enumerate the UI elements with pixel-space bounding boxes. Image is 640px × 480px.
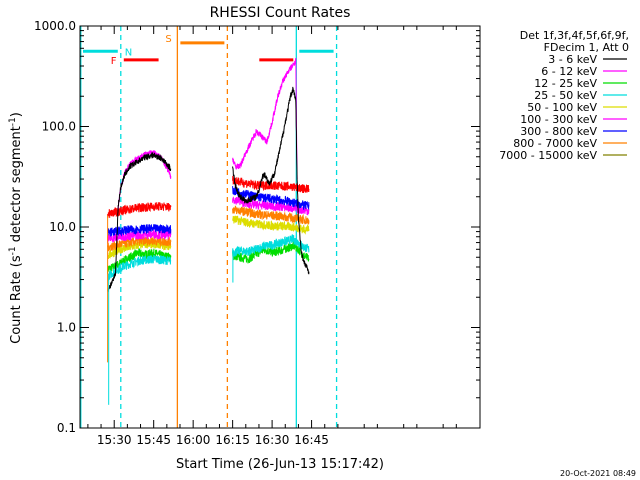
series-line-1-1 [232, 57, 298, 180]
legend-header-line2: FDecim 1, Att 0 [544, 41, 629, 54]
legend-label-8: 7000 - 15000 keV [499, 149, 597, 162]
legend-label-6: 300 - 800 keV [520, 125, 597, 138]
state-label-s: S [165, 34, 171, 45]
y-axis-label: Count Rate (s-1 detector segment-1) [8, 112, 24, 344]
series-line-5-1 [232, 196, 310, 216]
timestamp: 20-Oct-2021 08:49 [560, 469, 636, 478]
plot-area: NF S [80, 26, 338, 428]
state-label-f: F [111, 56, 117, 67]
y-tick-label-2: 10.0 [49, 220, 76, 234]
legend-label-5: 100 - 300 keV [520, 113, 597, 126]
x-tick-label-1: 15:45 [136, 433, 171, 447]
y-tick-label-0: 0.1 [57, 421, 76, 435]
y-tick-label-3: 100.0 [42, 120, 76, 134]
x-tick-label-0: 15:30 [97, 433, 132, 447]
x-tick-label-2: 16:00 [176, 433, 211, 447]
axes: 15:30 15:45 16:00 16:15 16:30 16:45 0.1 1.0 10.0… [34, 19, 480, 447]
x-tick-label-5: 16:45 [294, 433, 329, 447]
x-tick-label-3: 16:15 [215, 433, 250, 447]
series-line-3-1 [232, 233, 310, 258]
legend-label-2: 12 - 25 keV [534, 77, 597, 90]
series-line-3-0 [107, 254, 172, 281]
x-axis-label: Start Time (26-Jun-13 15:17:42) [176, 457, 384, 472]
legend-label-1: 6 - 12 keV [541, 65, 597, 78]
series-line-0-0 [107, 152, 172, 293]
legend-label-3: 25 - 50 keV [534, 89, 597, 102]
state-label-n: N [125, 47, 132, 58]
legend-header-line1: Det 1f,3f,4f,5f,6f,9f, [520, 29, 629, 42]
y-tick-label-4: 1000.0 [34, 19, 76, 33]
series-line-4-1 [232, 215, 310, 235]
x-tick-label-4: 16:30 [255, 433, 290, 447]
series-line-9-0 [107, 202, 172, 219]
legend-label-4: 50 - 100 keV [527, 101, 597, 114]
legend: Det 1f,3f,4f,5f,6f,9f, FDecim 1, Att 0 3… [499, 29, 629, 162]
series-line-7-1 [232, 205, 310, 225]
series-line-6-1 [232, 186, 310, 211]
legend-label-0: 3 - 6 keV [548, 53, 597, 66]
series-line-0-1 [232, 86, 310, 275]
series-line-6-0 [107, 223, 172, 237]
chart-title: RHESSI Count Rates [210, 5, 351, 21]
series-line-2-1 [232, 241, 310, 264]
y-tick-label-1: 1.0 [57, 321, 76, 335]
legend-label-7: 800 - 7000 keV [513, 137, 597, 150]
